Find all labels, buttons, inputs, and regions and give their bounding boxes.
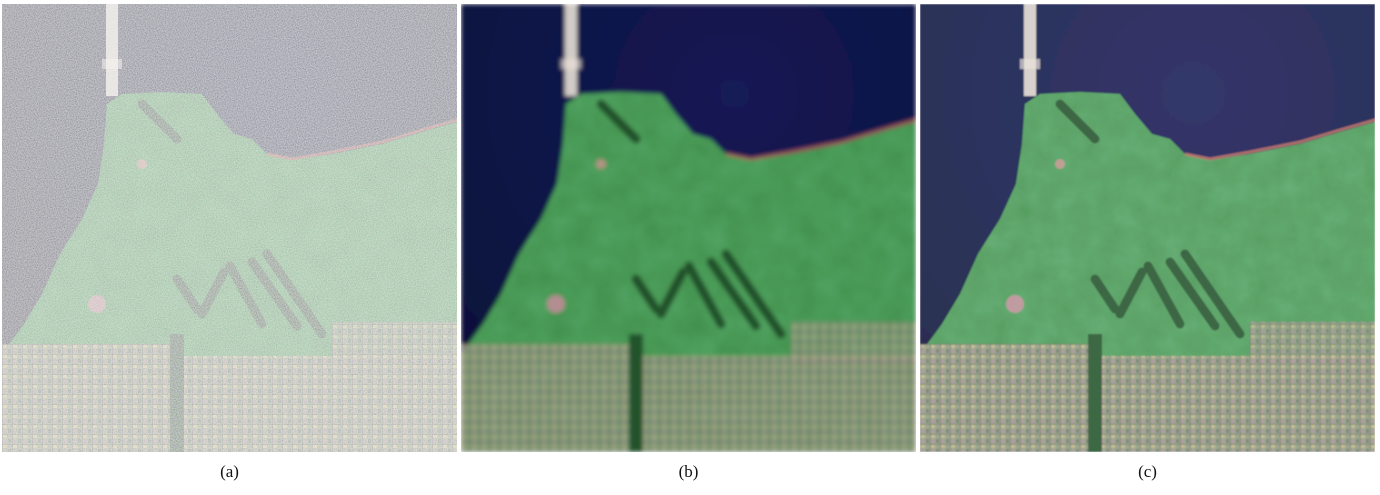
bridge [565,4,577,96]
sar-image-panel-a [2,4,457,452]
caption-a: (a) [220,462,239,481]
caption-b: (b) [678,462,699,481]
golf-course-fairways [596,99,786,339]
shoreline-lights [725,118,916,161]
sar-image-panel-b [461,4,916,452]
speckle-noise [2,4,457,452]
sar-image-panel-c [920,4,1375,452]
speckle-noise [920,4,1375,452]
caption-c: (c) [1138,462,1157,481]
urban-grid [461,344,631,452]
park-strip [629,334,643,452]
